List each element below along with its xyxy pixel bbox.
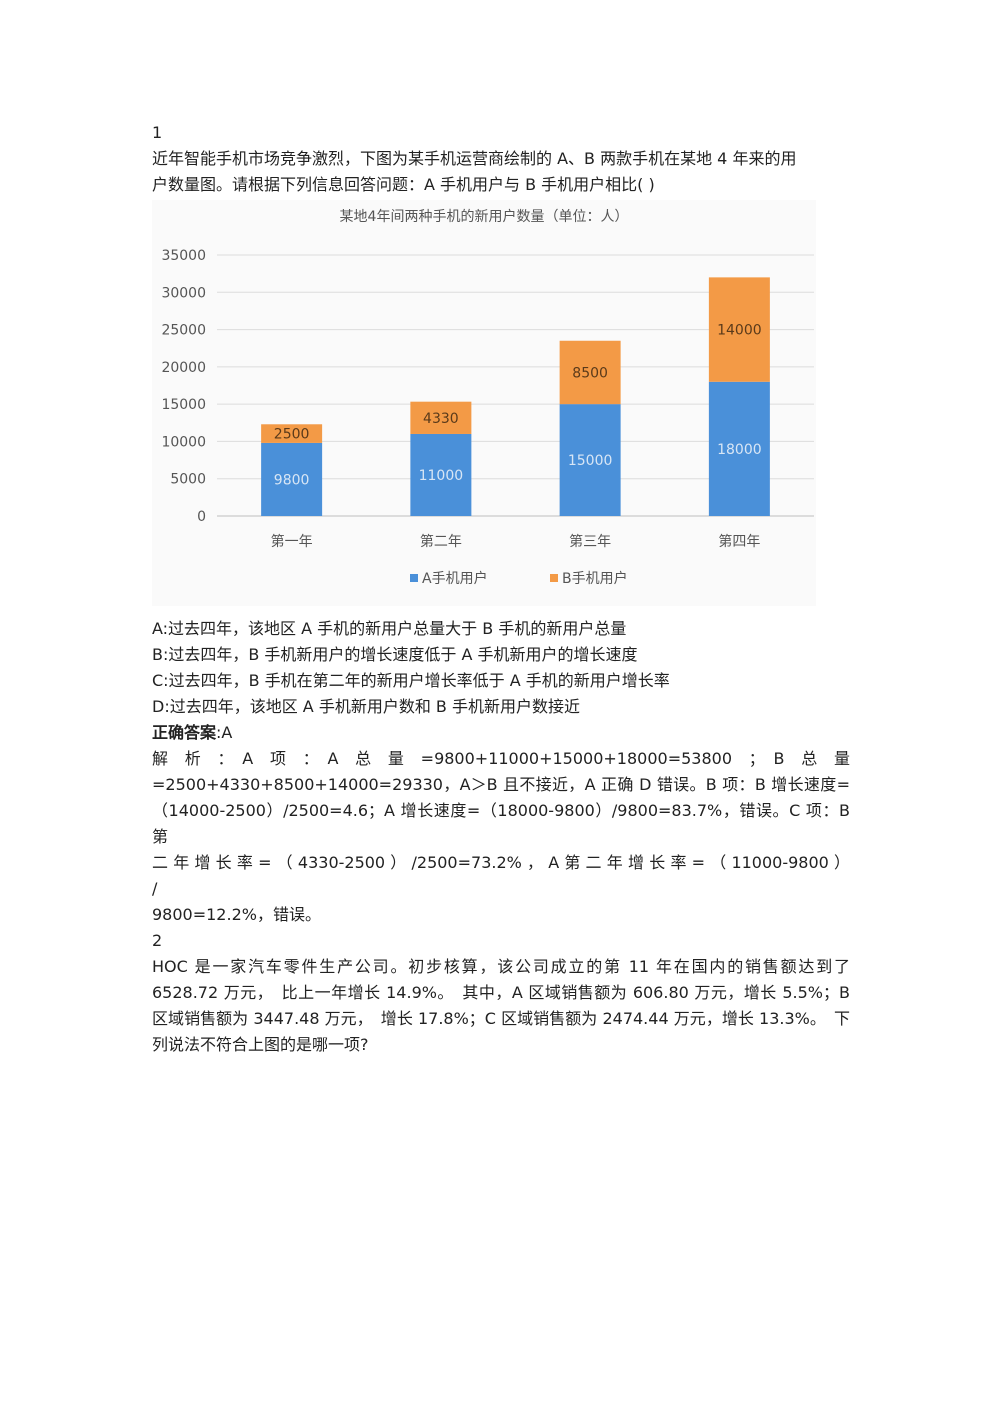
document-content: 1 近年智能手机市场竞争激烈，下图为某手机运营商绘制的 A、B 两款手机在某地 … — [152, 120, 850, 1058]
analysis-line-1: 解 析 ： A 项 ： A 总 量 =9800+11000+15000+1800… — [152, 749, 850, 768]
bar-a-users — [559, 404, 621, 516]
data-label: 9800 — [274, 472, 310, 488]
bar-b-users — [261, 424, 323, 443]
question-1-stem-line-2: 户数量图。请根据下列信息回答问题：A 手机用户与 B 手机用户相比( ) — [152, 175, 655, 194]
y-tick-label: 0 — [197, 509, 206, 525]
data-label: 14000 — [717, 323, 762, 339]
question-number-1: 1 — [152, 123, 163, 142]
chart-svg: 某地4年间两种手机的新用户数量（单位：人） 0 5000 10000 15000 2000… — [161, 208, 814, 587]
data-label: 15000 — [568, 453, 613, 469]
bar-b-users — [410, 401, 472, 434]
x-tick-label: 第四年 — [718, 533, 760, 550]
bar-b-users — [708, 277, 770, 382]
y-tick-label: 30000 — [161, 285, 206, 301]
legend-label: A手机用户 — [422, 570, 488, 587]
bar-a-users — [708, 381, 770, 516]
option-a: A:过去四年，该地区 A 手机的新用户总量大于 B 手机的新用户总量 — [152, 619, 627, 638]
legend-swatch-a — [410, 574, 418, 582]
answer-label: 正确答案 — [152, 723, 217, 742]
question-number-2: 2 — [152, 931, 163, 950]
data-label: 18000 — [717, 442, 762, 458]
bar-a-users — [261, 442, 323, 516]
answer-value: :A — [216, 723, 233, 742]
option-b: B:过去四年，B 手机新用户的增长速度低于 A 手机新用户的增长速度 — [152, 645, 638, 664]
stacked-bar-chart: 某地4年间两种手机的新用户数量（单位：人） 0 5000 10000 15000 2000… — [152, 200, 816, 606]
data-label: 4330 — [423, 411, 459, 427]
question-2-line-2: 6528.72 万元， 比上一年增长 14.9%。 其中，A 区域销售额为 60… — [152, 983, 850, 1002]
analysis-line-5: 9800=12.2%，错误。 — [152, 905, 321, 924]
y-tick-label: 35000 — [161, 248, 206, 264]
data-label: 11000 — [419, 468, 464, 484]
question-2-line-4: 列说法不符合上图的是哪一项? — [152, 1035, 369, 1054]
question-1-stem-line-1: 近年智能手机市场竞争激烈，下图为某手机运营商绘制的 A、B 两款手机在某地 4 … — [152, 149, 797, 168]
option-c: C:过去四年，B 手机在第二年的新用户增长率低于 A 手机的新用户增长率 — [152, 671, 670, 690]
legend-swatch-b — [550, 574, 558, 582]
x-tick-label: 第三年 — [569, 533, 611, 550]
bar-b-users — [559, 340, 621, 405]
y-tick-label: 15000 — [161, 397, 206, 413]
analysis-line-4: 二 年 增 长 率 = （ 4330-2500 ） /2500=73.2% ， … — [152, 853, 856, 898]
question-2-line-3: 区域销售额为 3447.48 万元， 增长 17.8%；C 区域销售额为 247… — [152, 1009, 850, 1028]
y-tick-label: 10000 — [161, 434, 206, 450]
analysis-line-3: （14000-2500）/2500=4.6；A 增长速度=（18000-9800… — [152, 801, 856, 846]
bar-a-users — [410, 433, 472, 516]
y-tick-label: 20000 — [161, 360, 206, 376]
x-tick-label: 第二年 — [420, 533, 462, 550]
y-tick-label: 25000 — [161, 323, 206, 339]
data-label: 2500 — [274, 427, 310, 443]
data-label: 8500 — [572, 365, 608, 381]
answer-line: 正确答案:A — [152, 720, 850, 746]
y-tick-label: 5000 — [170, 472, 206, 488]
chart-title: 某地4年间两种手机的新用户数量（单位：人） — [340, 208, 629, 225]
question-2-line-1: HOC 是一家汽车零件生产公司。初步核算，该公司成立的第 11 年在国内的销售额… — [152, 957, 850, 976]
x-tick-label: 第一年 — [271, 533, 313, 550]
legend-label: B手机用户 — [562, 570, 628, 587]
option-d: D:过去四年，该地区 A 手机新用户数和 B 手机新用户数接近 — [152, 697, 580, 716]
analysis-line-2: =2500+4330+8500+14000=29330，A＞B 且不接近，A 正… — [152, 775, 850, 794]
